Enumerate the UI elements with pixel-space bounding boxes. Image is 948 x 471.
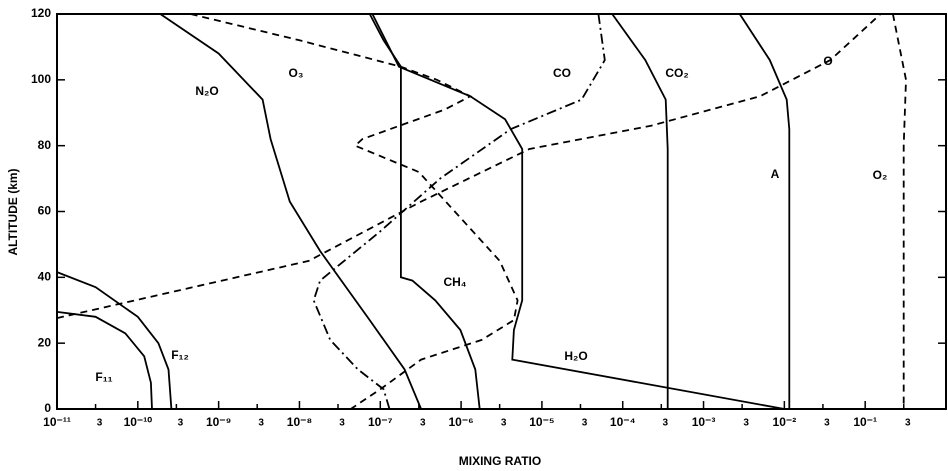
y-tick-label: 0 bbox=[44, 401, 51, 415]
y-tick-label: 80 bbox=[38, 138, 52, 152]
series-label: CH₄ bbox=[443, 275, 466, 289]
x-tick-label: 3 bbox=[420, 418, 426, 429]
series-label: O₃ bbox=[289, 66, 304, 80]
series-label: H₂O bbox=[564, 349, 587, 363]
series-label: O bbox=[823, 54, 832, 68]
y-tick-label: 120 bbox=[31, 6, 51, 20]
series-label: N₂O bbox=[195, 84, 218, 98]
x-tick-label: 10⁻⁸ bbox=[287, 415, 312, 429]
series-line bbox=[892, 13, 907, 409]
x-tick-label: 10⁻⁵ bbox=[529, 415, 554, 429]
x-tick-label: 3 bbox=[258, 418, 264, 429]
y-tick-label: 40 bbox=[38, 270, 52, 284]
series-label: CO₂ bbox=[665, 66, 688, 80]
y-tick-label: 60 bbox=[38, 204, 52, 218]
x-tick-label: 10⁻³ bbox=[692, 415, 716, 429]
series-label: F₁₂ bbox=[171, 348, 189, 362]
y-tick-label: 100 bbox=[31, 72, 51, 86]
series-label: CO bbox=[553, 66, 571, 80]
plot-frame bbox=[56, 13, 947, 410]
y-axis-title: ALTITUDE (km) bbox=[6, 168, 20, 255]
x-tick-label: 10⁻⁷ bbox=[368, 415, 393, 429]
series-label: F₁₁ bbox=[95, 370, 112, 384]
series-label: O₂ bbox=[873, 168, 888, 182]
x-tick-label: 3 bbox=[582, 418, 588, 429]
x-tick-label: 10⁻¹¹ bbox=[43, 415, 71, 429]
x-tick-label: 3 bbox=[743, 418, 749, 429]
x-tick-label: 3 bbox=[97, 418, 103, 429]
series-line bbox=[56, 13, 882, 319]
x-tick-label: 3 bbox=[178, 418, 184, 429]
x-tick-label: 10⁻⁶ bbox=[448, 415, 473, 429]
series-line bbox=[56, 271, 173, 410]
x-axis-title: MIXING RATIO bbox=[459, 454, 541, 468]
x-tick-label: 10⁻¹⁰ bbox=[124, 415, 153, 429]
x-tick-label: 10⁻¹ bbox=[853, 415, 877, 429]
x-tick-label: 10⁻² bbox=[773, 415, 797, 429]
series-line bbox=[56, 311, 153, 410]
x-tick-label: 3 bbox=[501, 418, 507, 429]
series-line bbox=[371, 13, 785, 410]
series-label: A bbox=[771, 167, 780, 181]
x-tick-label: 3 bbox=[663, 418, 669, 429]
x-tick-label: 10⁻⁴ bbox=[610, 415, 636, 429]
series-line bbox=[159, 13, 422, 410]
x-tick-label: 3 bbox=[905, 418, 911, 429]
series-line bbox=[312, 13, 606, 410]
series-line bbox=[611, 13, 669, 409]
y-tick-label: 20 bbox=[38, 335, 52, 349]
series-line bbox=[738, 13, 791, 409]
series-line bbox=[368, 13, 481, 410]
x-tick-label: 3 bbox=[339, 418, 345, 429]
x-tick-label: 3 bbox=[824, 418, 830, 429]
x-tick-label: 10⁻⁹ bbox=[206, 415, 231, 429]
